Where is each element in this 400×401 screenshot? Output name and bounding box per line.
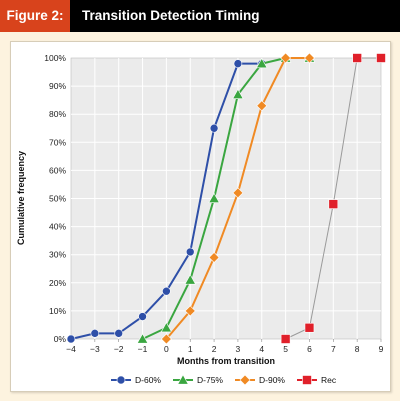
x-tick-label: 1 <box>188 344 193 354</box>
y-tick-label: 60% <box>49 165 66 175</box>
series-d-90 <box>160 52 315 345</box>
series-d-60 <box>66 59 267 344</box>
legend-label: D-75% <box>197 375 223 385</box>
data-point-d-90 <box>208 252 220 263</box>
data-point-d-60 <box>162 286 171 296</box>
data-point-d-90 <box>256 100 268 112</box>
series-layer <box>66 52 386 345</box>
legend-label: D-90% <box>259 375 285 385</box>
data-point-d-60 <box>90 329 100 338</box>
y-tick-label: 10% <box>49 306 66 316</box>
legend-label: D-60% <box>135 375 161 385</box>
x-tick-label: 2 <box>212 344 217 354</box>
legend-swatch-marker <box>302 375 312 385</box>
data-point-rec <box>376 53 386 63</box>
data-point-rec <box>328 199 339 209</box>
x-tick-label: 4 <box>259 344 264 354</box>
chart-svg: −4 −3 −2 −1 0 1 2 3 4 5 6 7 8 9 0% 10% 20% 30% 40% 50% 60% 7… <box>16 52 386 386</box>
x-axis-title: Months from transition <box>177 356 275 366</box>
x-tick-label: 8 <box>355 344 360 354</box>
y-tick-label: 90% <box>49 81 66 91</box>
data-point-d-75 <box>136 333 149 344</box>
data-point-d-60 <box>66 334 76 344</box>
legend-swatch-marker <box>116 375 126 385</box>
legend-item: Rec <box>297 375 337 385</box>
data-point-d-90 <box>160 333 172 345</box>
y-tick-label: 0% <box>54 334 67 344</box>
x-tick-label: 6 <box>307 344 312 354</box>
y-axis-title: Cumulative frequency <box>16 151 26 245</box>
legend-item: D-90% <box>235 374 285 386</box>
series-rec <box>280 53 386 344</box>
y-tick-labels: 0% 10% 20% 30% 40% 50% 60% 70% 80% 90% 100% <box>44 53 66 344</box>
y-tick-label: 20% <box>49 278 66 288</box>
data-point-d-75 <box>256 57 268 69</box>
data-point-d-75 <box>160 321 173 333</box>
data-point-d-60 <box>209 123 219 133</box>
legend-item: D-75% <box>173 374 223 385</box>
data-point-d-60 <box>233 59 243 68</box>
legend-label: Rec <box>321 375 337 385</box>
legend-swatch-marker <box>177 374 189 385</box>
legend-swatch-marker <box>239 374 251 386</box>
figure-header: Figure 2: Transition Detection Timing <box>0 0 400 32</box>
x-tick-label: −1 <box>138 344 148 354</box>
x-tick-labels: −4 −3 −2 −1 0 1 2 3 4 5 6 7 8 9 <box>66 344 383 354</box>
y-tick-label: 50% <box>49 194 66 204</box>
y-tick-label: 80% <box>49 109 66 119</box>
y-tick-label: 70% <box>49 137 66 147</box>
x-tick-label: −4 <box>66 344 76 354</box>
figure-title: Transition Detection Timing <box>82 8 260 23</box>
figure-label: Figure 2: <box>0 0 70 32</box>
data-point-d-90 <box>280 52 292 64</box>
x-tick-label: −2 <box>114 344 124 354</box>
data-point-d-75 <box>208 192 220 203</box>
x-tick-label: 9 <box>379 344 384 354</box>
y-gridlines <box>71 85 381 312</box>
chart-panel: −4 −3 −2 −1 0 1 2 3 4 5 6 7 8 9 0% 10% 20% 30% 40% 50% 60% 7… <box>10 41 391 392</box>
y-tick-label: 100% <box>44 53 66 63</box>
data-point-d-75 <box>232 88 244 99</box>
y-tick-label: 40% <box>49 222 66 232</box>
legend: D-60% D-75% D-90% Rec <box>111 374 337 386</box>
data-point-rec <box>352 53 362 63</box>
data-point-d-60 <box>114 329 123 338</box>
data-point-rec <box>304 322 315 333</box>
data-point-d-90 <box>232 187 244 199</box>
data-point-d-90 <box>184 305 196 317</box>
data-point-rec <box>280 334 291 344</box>
data-point-d-60 <box>138 312 147 321</box>
legend-item: D-60% <box>111 375 161 385</box>
y-tick-label: 30% <box>49 250 66 260</box>
x-tick-label: 3 <box>236 344 241 354</box>
x-tick-label: 5 <box>283 344 288 354</box>
x-tick-label: 7 <box>331 344 336 354</box>
data-point-d-60 <box>185 247 195 257</box>
data-point-d-75 <box>184 274 196 285</box>
x-tick-label: 0 <box>164 344 169 354</box>
x-tick-label: −3 <box>90 344 100 354</box>
data-point-d-90 <box>304 52 315 64</box>
